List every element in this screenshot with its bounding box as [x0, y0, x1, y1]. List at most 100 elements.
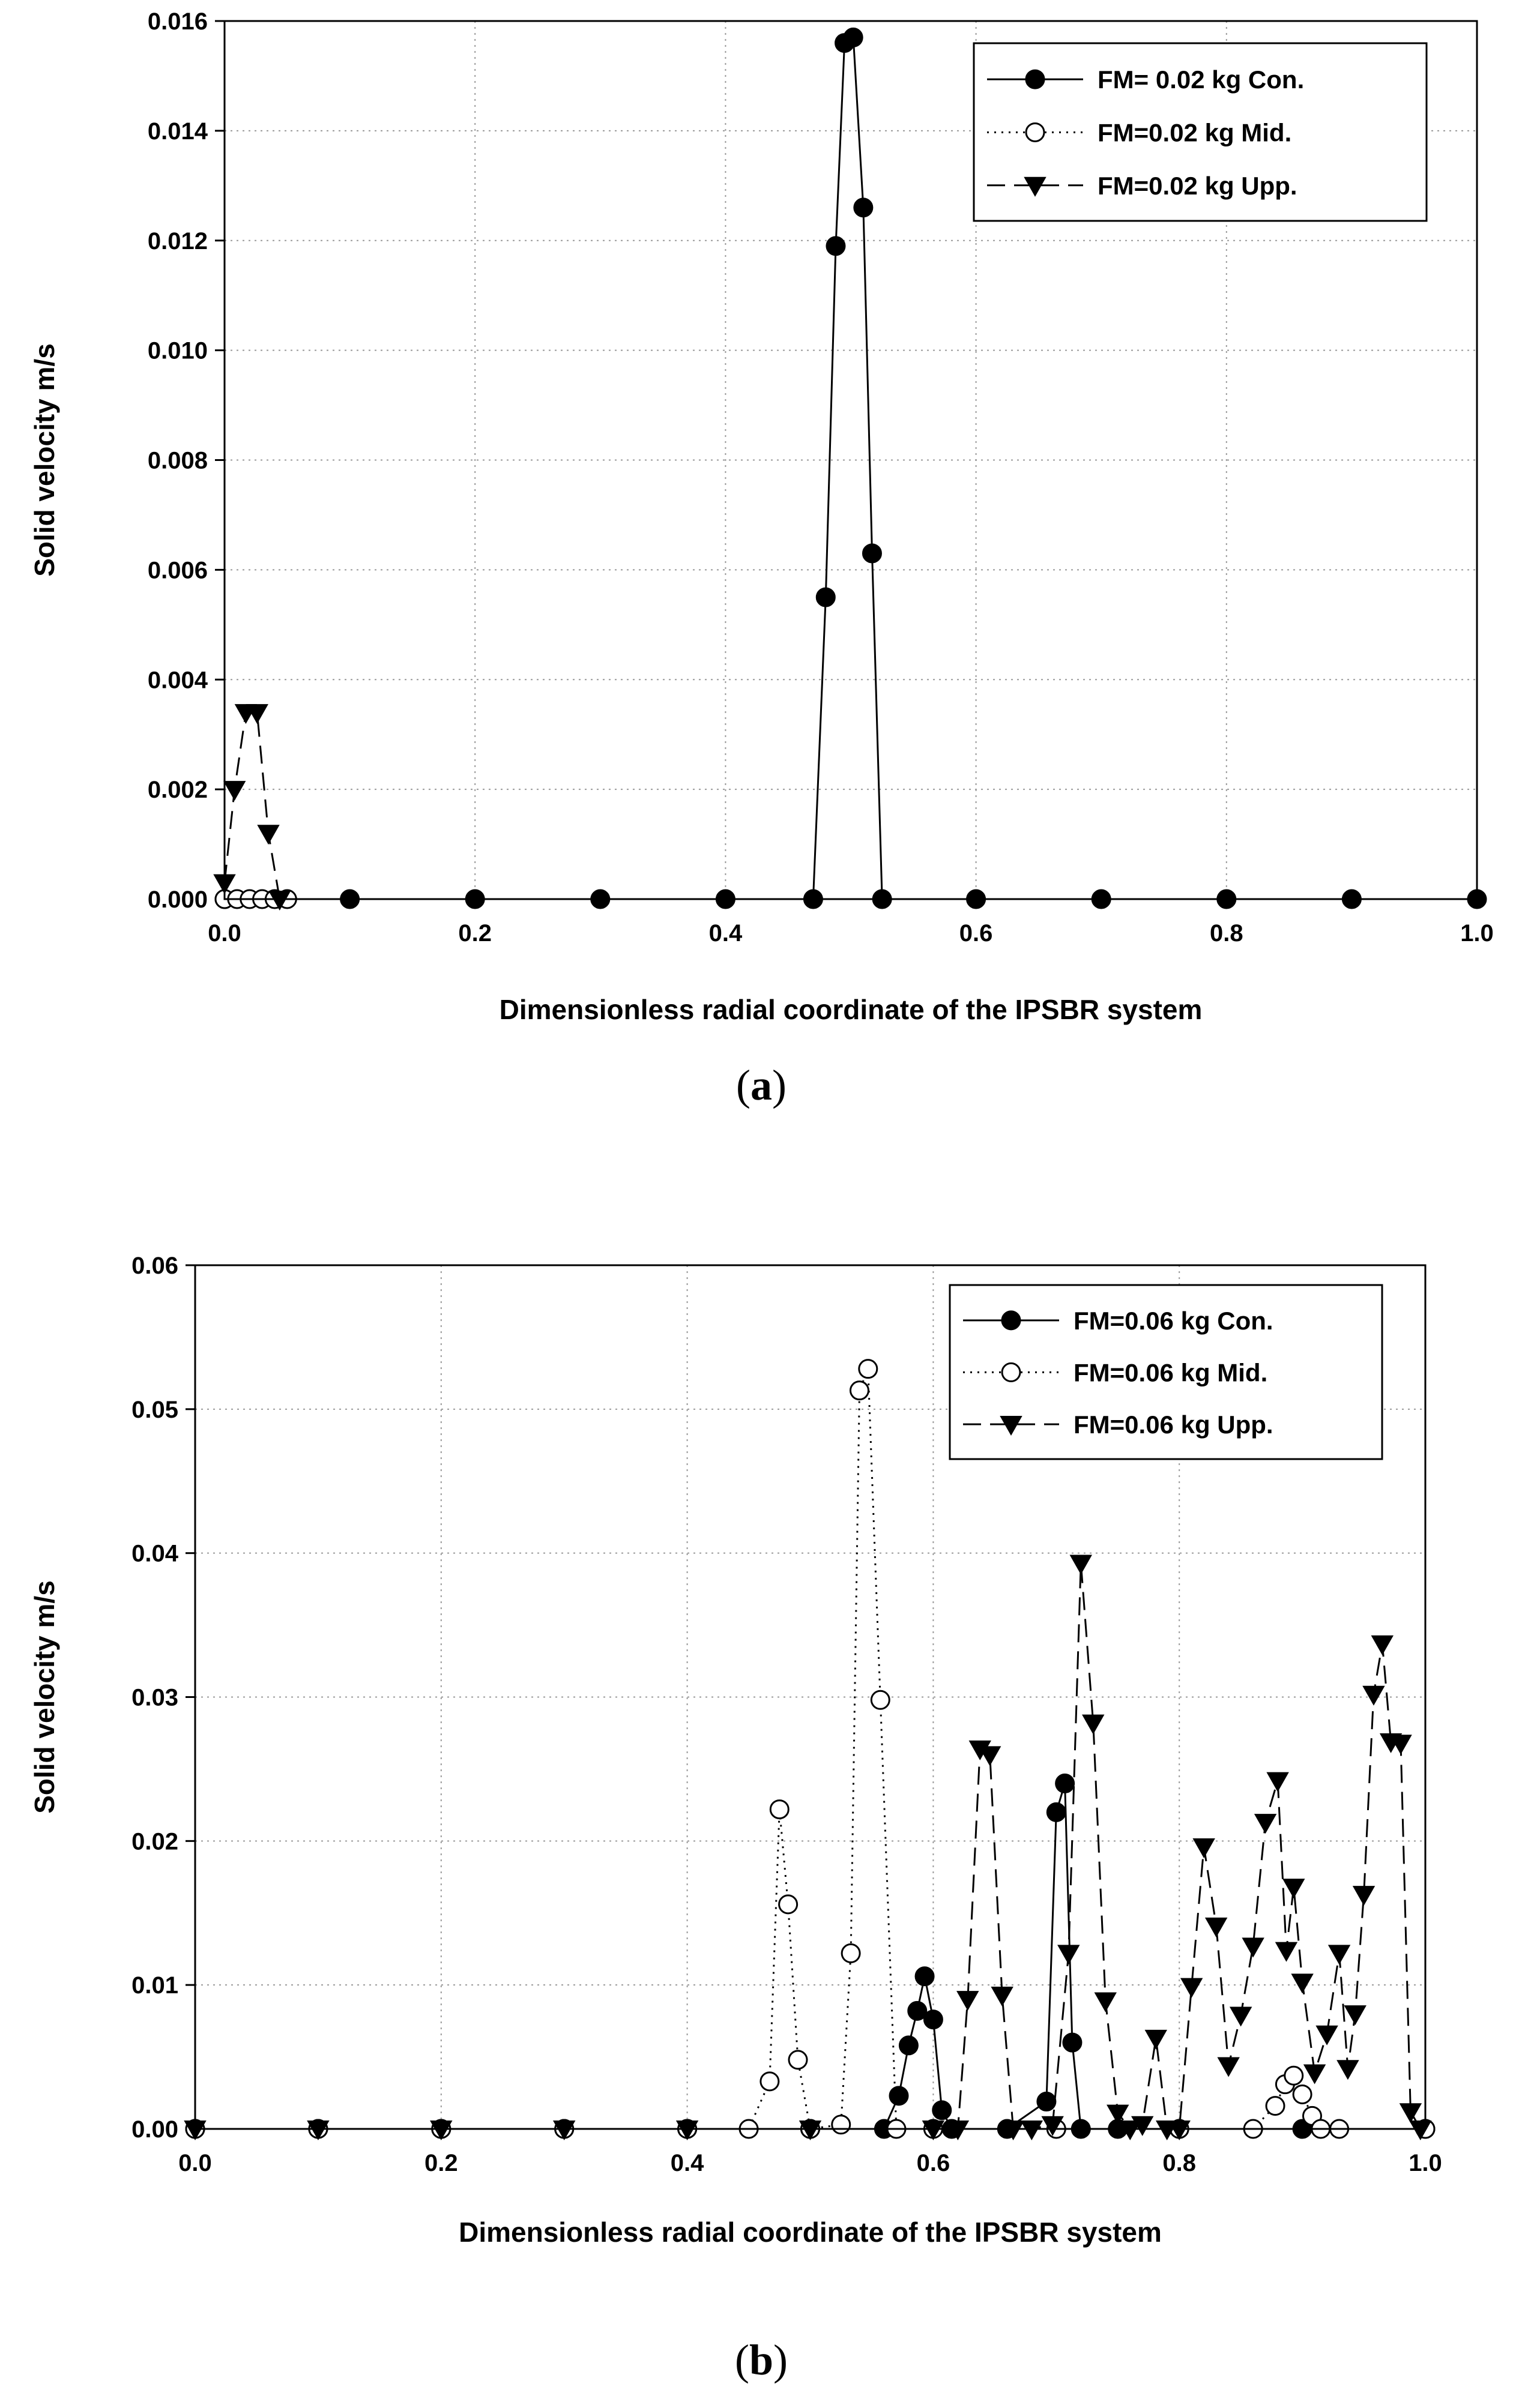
y-tick-label: 0.04: [131, 1541, 179, 1567]
data-point-series-3: [1082, 1714, 1105, 1735]
data-point-series-3: [1362, 1685, 1385, 1706]
data-point-series-3: [956, 1991, 979, 2011]
data-point-series-3: [1399, 2103, 1422, 2124]
data-point-series-3: [1303, 2064, 1326, 2084]
legend-entry: FM=0.06 kg Mid.: [1074, 1358, 1267, 1386]
data-point-series-3: [1344, 2005, 1366, 2026]
y-tick-label: 0.02: [131, 1828, 178, 1855]
y-tick-label: 0.05: [131, 1397, 178, 1423]
data-point-series-3: [1204, 1917, 1228, 1937]
y-tick-label: 0.004: [148, 667, 208, 693]
y-tick-label: 0.016: [148, 8, 208, 35]
data-point-series-3: [430, 2121, 453, 2141]
data-point-series-2: [759, 2071, 780, 2092]
data-point-series-3: [1168, 2121, 1191, 2141]
legend: FM=0.06 kg Con. FM=0.06 kg Mid. FM=0.06 kg…: [949, 1284, 1383, 1460]
data-point-series-2: [831, 2115, 851, 2135]
data-point-series-3: [1389, 1735, 1412, 1755]
legend: FM= 0.02 kg Con. FM=0.02 kg Mid. FM=0.02 k…: [973, 42, 1428, 222]
data-point-series-1: [932, 2100, 952, 2121]
x-axis-label: Dimensionless radial coordinate of the I…: [500, 994, 1203, 1025]
data-point-series-1: [889, 2086, 909, 2106]
y-tick-label: 0.008: [148, 448, 208, 474]
panel-label: (b): [735, 2336, 788, 2384]
legend-entry: FM=0.02 kg Upp.: [1098, 172, 1297, 200]
data-point-series-3: [1371, 1635, 1394, 1655]
data-point-series-3: [1266, 1772, 1289, 1792]
data-point-series-2: [858, 1359, 878, 1379]
data-point-series-2: [769, 1799, 790, 1820]
data-point-series-2: [1292, 2084, 1312, 2104]
data-point-series-3: [1242, 1937, 1264, 1958]
data-point-series-3: [1057, 1945, 1080, 1965]
legend-entry: FM=0.06 kg Upp.: [1074, 1410, 1273, 1439]
data-point-series-3: [552, 2121, 576, 2141]
y-tick-label: 0.06: [131, 1253, 178, 1279]
data-point-series-3: [1020, 2121, 1043, 2141]
x-tick-label: 0.6: [959, 920, 993, 947]
x-tick-label: 0.2: [424, 2150, 458, 2176]
data-point-series-3: [1275, 1942, 1298, 1962]
data-point-series-1: [853, 197, 874, 218]
x-axis-label: Dimensionless radial coordinate of the I…: [459, 2217, 1162, 2248]
y-tick-label: 0.006: [148, 557, 208, 583]
legend-marker-2: [1025, 122, 1045, 142]
data-point-series-3: [307, 2121, 330, 2141]
legend-marker-2: [1001, 1362, 1021, 1382]
data-point-series-3: [1192, 1838, 1215, 1858]
data-point-series-3: [223, 781, 246, 801]
y-axis-label: Solid velocity m/s: [29, 1580, 60, 1814]
x-tick-label: 0.4: [709, 920, 743, 947]
data-point-series-3: [799, 2121, 822, 2141]
x-tick-label: 0.8: [1210, 920, 1243, 947]
data-point-series-3: [257, 825, 280, 845]
x-tick-label: 1.0: [1409, 2150, 1442, 2176]
plot-frame: [223, 20, 1478, 900]
chart-panel-b: 0.0 0.2 0.4 0.6 0.8 1.0 0.00 0.01 0.02 0.03 0.04 0.…: [29, 1253, 1442, 2384]
y-tick-label: 0.012: [148, 228, 208, 254]
data-point-series-1: [914, 1966, 935, 1987]
series-line-3: [225, 711, 281, 899]
data-point-series-3: [1094, 1992, 1117, 2012]
x-tick-label: 1.0: [1460, 920, 1494, 947]
data-point-series-1: [1046, 1802, 1066, 1822]
data-point-series-3: [675, 2121, 699, 2141]
data-point-series-3: [1336, 2060, 1359, 2080]
series-line-1: [195, 1782, 1425, 2129]
data-point-series-3: [1069, 1555, 1092, 1575]
data-point-series-2: [870, 1690, 890, 1710]
legend-entry: FM= 0.02 kg Con.: [1098, 65, 1304, 94]
legend-box: [973, 42, 1428, 222]
y-tick-label: 0.000: [148, 886, 208, 913]
data-point-series-2: [788, 2050, 808, 2070]
data-point-series-3: [1282, 1879, 1305, 1899]
data-point-series-3: [268, 891, 291, 911]
legend-marker-3: [1000, 1416, 1022, 1436]
data-point-series-1: [826, 236, 846, 256]
data-point-series-3: [1180, 1978, 1203, 1998]
data-point-series-3: [978, 1746, 1001, 1766]
x-tick-label: 0.0: [208, 920, 241, 947]
data-point-series-1: [862, 543, 882, 564]
data-point-series-3: [922, 2121, 945, 2141]
data-point-series-3: [1229, 2006, 1252, 2027]
data-point-series-2: [849, 1380, 869, 1401]
data-point-series-1: [1055, 1773, 1075, 1793]
data-point-series-2: [841, 1943, 861, 1963]
data-point-series-3: [1291, 1973, 1314, 1994]
data-point-series-2: [1284, 2065, 1304, 2086]
legend-entry: FM=0.02 kg Mid.: [1098, 118, 1291, 146]
y-tick-label: 0.01: [131, 1972, 178, 1999]
series-line-3: [195, 1562, 1422, 2129]
legend-marker-1: [1001, 1310, 1021, 1331]
y-tick-label: 0.014: [148, 118, 208, 145]
x-tick-label: 0.2: [458, 920, 492, 947]
x-tick-label: 0.6: [917, 2150, 950, 2176]
x-tick-label: 0.4: [671, 2150, 704, 2176]
legend-marker-1: [1025, 69, 1045, 89]
data-point-series-1: [1062, 2032, 1083, 2053]
panel-label: (a): [736, 1061, 787, 1109]
data-point-series-3: [1131, 2116, 1154, 2136]
y-tick-label: 0.010: [148, 338, 208, 364]
